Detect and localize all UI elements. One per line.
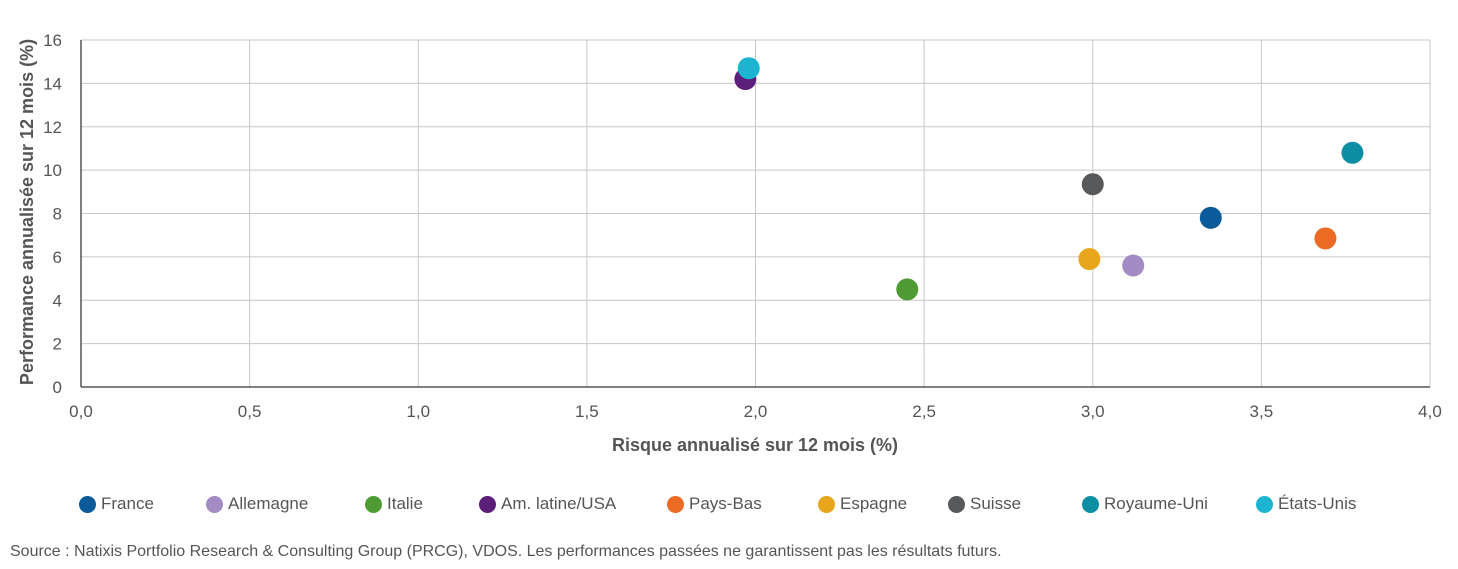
scatter-chart: 0 2 4 6 8 10 12 14 16 0,0 0,5 1,0 1,5 2,0 2,5 3,0 3,5 4,0… [17,31,1442,455]
legend-label: Suisse [970,494,1022,513]
legend-item-allemagne: Allemagne [206,494,308,514]
y-tick-label: 14 [43,74,62,93]
legend-item-etats-unis: États-Unis [1256,494,1356,514]
data-points [734,57,1364,301]
legend-label: Allemagne [228,494,309,513]
x-tick-label: 1,0 [406,402,430,421]
x-tick-label: 3,0 [1081,402,1105,421]
point-espagne [1078,248,1101,271]
y-tick-label: 10 [43,161,62,180]
x-tick-label: 1,5 [575,402,599,421]
legend-swatch [948,495,965,513]
y-tick-label: 12 [43,118,62,137]
legend-swatch [1082,495,1099,513]
point-royaume-uni [1341,141,1364,164]
legend-label: Espagne [840,494,908,513]
y-tick-label: 6 [53,248,62,267]
x-tick-label: 3,5 [1250,402,1274,421]
legend: France Allemagne Italie Am. latine/USA Pays-… [79,494,1449,518]
legend-item-suisse: Suisse [948,494,1021,514]
y-tick-label: 16 [43,31,62,50]
legend-label: Am. latine/USA [501,494,617,513]
tick-labels: 0 2 4 6 8 10 12 14 16 0,0 0,5 1,0 1,5 2,0 2,5 3,0 3,5 4,0 [43,31,1442,421]
legend-label: Pays-Bas [689,494,762,513]
legend-label: États-Unis [1278,494,1357,513]
point-allemagne [1122,254,1145,277]
legend-item-am-latine-usa: Am. latine/USA [479,494,616,514]
legend-item-france: France [79,494,154,514]
legend-item-italie: Italie [365,494,423,514]
y-axis-title: Performance annualisée sur 12 mois (%) [17,39,37,385]
source-note: Source : Natixis Portfolio Research & Co… [10,543,1002,560]
legend-item-pays-bas: Pays-Bas [667,494,762,514]
y-tick-label: 2 [53,335,62,354]
x-tick-label: 2,0 [744,402,768,421]
legend-swatch [479,495,496,513]
x-tick-label: 4,0 [1418,402,1442,421]
grid [80,39,1431,388]
x-tick-label: 2,5 [912,402,936,421]
x-tick-label: 0,0 [69,402,93,421]
legend-swatch [667,495,684,513]
point-pays-bas [1314,227,1337,250]
legend-swatch [818,495,835,513]
legend-label: France [101,494,154,513]
y-tick-label: 0 [53,378,62,397]
point-france [1199,206,1222,229]
legend-item-espagne: Espagne [818,494,907,514]
y-tick-label: 8 [53,205,62,224]
legend-swatch [365,495,382,513]
legend-swatch [206,495,223,513]
x-axis-title: Risque annualisé sur 12 mois (%) [612,435,898,455]
point-suisse [1081,173,1104,196]
legend-label: Royaume-Uni [1104,494,1208,513]
y-tick-label: 4 [53,291,62,310]
legend-swatch [79,495,96,513]
point-etats-unis [737,57,760,80]
x-tick-label: 0,5 [238,402,262,421]
legend-item-royaume-uni: Royaume-Uni [1082,494,1208,514]
legend-swatch [1256,495,1273,513]
legend-label: Italie [387,494,423,513]
point-italie [896,278,919,301]
